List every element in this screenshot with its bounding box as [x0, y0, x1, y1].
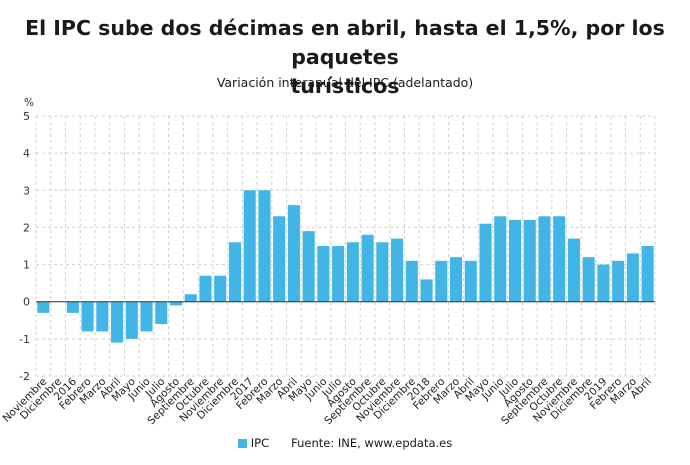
bar [612, 260, 625, 302]
bar [81, 301, 94, 332]
y-tick-label: 4 [23, 147, 30, 160]
legend: IPC Fuente: INE, www.epdata.es [0, 436, 690, 450]
bar [273, 216, 286, 302]
bar [199, 275, 212, 302]
bar [258, 190, 271, 302]
y-tick-label: -1 [19, 333, 30, 346]
bar [597, 264, 610, 302]
y-axis-ticks: 5 4 3 2 1 0 -1 -2 [19, 110, 30, 383]
legend-swatch-ipc [237, 439, 247, 448]
bar [96, 301, 109, 332]
bar [346, 242, 359, 302]
bar [243, 190, 256, 302]
bar [332, 246, 345, 302]
bar [405, 260, 418, 302]
source-note: Fuente: INE, www.epdata.es [291, 436, 453, 450]
y-tick-label: 0 [23, 296, 30, 309]
chart-title-line-1: El IPC sube dos décimas en abril, hasta … [25, 16, 665, 69]
bar [125, 301, 138, 339]
chart-subtitle: Variación interanual del IPC (adelantado… [216, 75, 474, 90]
bar [553, 216, 566, 302]
bar [641, 246, 654, 302]
bar [420, 279, 433, 302]
bar [155, 301, 168, 324]
bar [523, 220, 536, 302]
bar [464, 260, 477, 302]
legend-series-label: IPC [250, 436, 270, 450]
y-tick-label: 5 [23, 110, 30, 123]
bar [214, 275, 227, 302]
chart-title: El IPC sube dos décimas en abril, hasta … [0, 14, 690, 101]
bar [37, 301, 50, 313]
bar [376, 242, 389, 302]
bar [479, 223, 492, 302]
y-axis-unit-label: % [24, 97, 34, 109]
bar [228, 242, 242, 302]
bar [538, 216, 551, 302]
x-axis-ticks: NoviembreDiciembre2016FebreroMarzoAbrilM… [0, 375, 653, 427]
bar [391, 238, 404, 302]
bar [317, 246, 330, 302]
bar [435, 260, 448, 302]
bar [111, 301, 124, 343]
bar [508, 220, 522, 302]
bar [287, 205, 300, 302]
y-tick-label: 1 [23, 259, 30, 272]
bars [37, 190, 654, 343]
bar [449, 257, 463, 302]
bar [184, 294, 197, 302]
bar [582, 257, 595, 302]
y-tick-label: 3 [23, 184, 30, 197]
bar [66, 301, 79, 313]
bar [361, 234, 374, 302]
bar [494, 216, 507, 302]
bar [169, 301, 183, 306]
chart-title-line-2: turísticos [290, 74, 400, 98]
bar [626, 253, 639, 302]
bar [140, 301, 153, 332]
bar [567, 238, 580, 302]
y-tick-label: -2 [19, 370, 30, 383]
bar [302, 231, 315, 302]
y-tick-label: 2 [23, 221, 30, 234]
